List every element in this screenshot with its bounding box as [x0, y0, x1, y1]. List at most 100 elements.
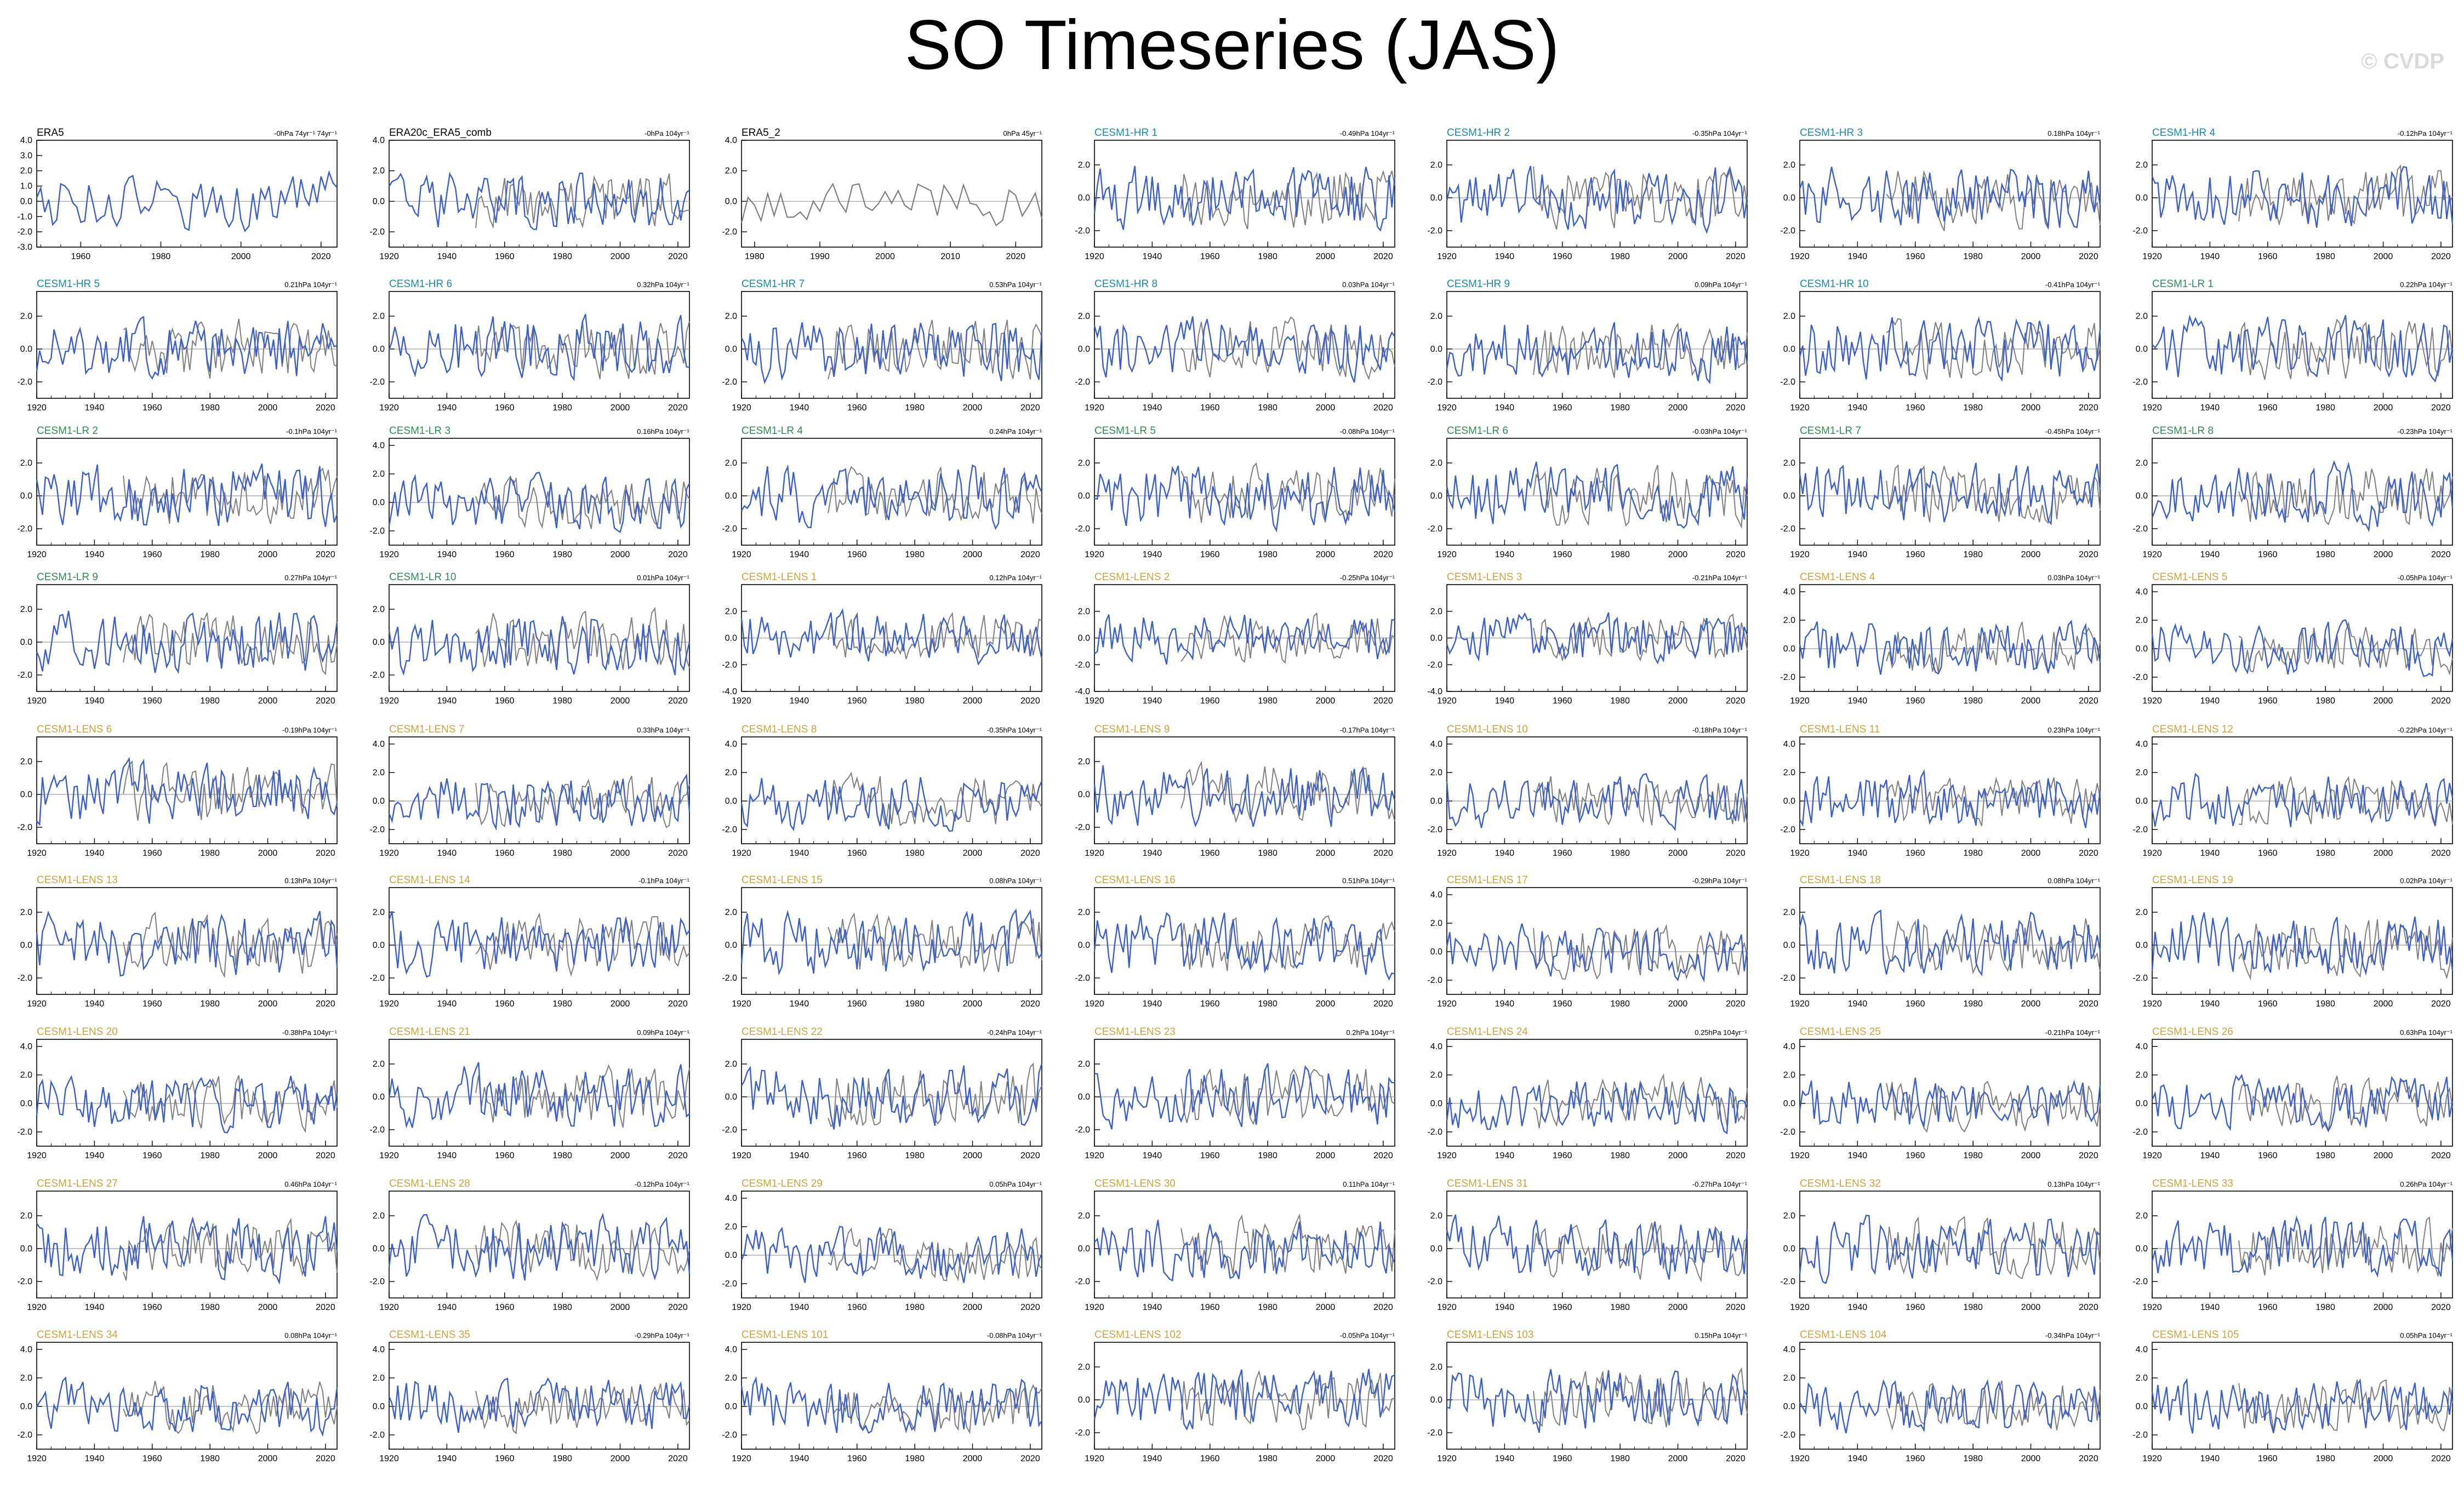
- x-tick-label: 1980: [552, 696, 572, 706]
- y-tick-label: 0.0: [1783, 345, 1795, 354]
- x-tick-label: 2000: [611, 849, 630, 858]
- x-tick-label: 1960: [2258, 550, 2278, 559]
- y-tick-label: 0.0: [2136, 491, 2148, 501]
- y-tick-label: 0.0: [2136, 1402, 2148, 1411]
- y-tick-label: 0.0: [1078, 634, 1090, 643]
- x-tick-label: 1940: [85, 403, 105, 413]
- panel-frame: [1799, 438, 2101, 546]
- x-tick-label: 1980: [200, 550, 220, 559]
- x-tick-label: 1980: [200, 1454, 220, 1463]
- x-tick-label: 1980: [2315, 696, 2335, 706]
- panel-name: CESM1-LENS 16: [1094, 874, 1176, 886]
- member-series-line: [2151, 1073, 2454, 1132]
- panel-name: CESM1-LENS 18: [1800, 874, 1881, 886]
- panel-name: CESM1-HR 7: [742, 278, 805, 290]
- y-tick-label: -2.0: [1075, 524, 1090, 534]
- panel-name: CESM1-HR 4: [2152, 127, 2216, 139]
- x-tick-label: 2020: [668, 403, 688, 413]
- panel-name: CESM1-LR 7: [1800, 425, 1861, 437]
- x-tick-label: 2000: [258, 1303, 278, 1312]
- x-tick-label: 1940: [2200, 1151, 2220, 1160]
- x-tick-label: 1920: [379, 999, 399, 1009]
- member-series-line: [1446, 1369, 1748, 1433]
- x-tick-label: 2000: [1316, 252, 1336, 261]
- y-tick-label: -2.0: [722, 974, 737, 983]
- x-tick-label: 1920: [1437, 550, 1457, 559]
- x-tick-label: 1960: [495, 550, 515, 559]
- y-tick-label: -2.0: [17, 227, 32, 237]
- y-tick-label: -2.0: [1780, 673, 1795, 682]
- member-series-line: [36, 1216, 338, 1285]
- y-tick-label: 2.0: [20, 459, 32, 468]
- x-tick-label: 1920: [379, 403, 399, 413]
- member-series-line: [388, 1212, 691, 1281]
- member-series-line: [2151, 166, 2454, 228]
- panel-frame: [2152, 736, 2453, 844]
- x-tick-label: 1920: [2142, 252, 2162, 261]
- y-tick-label: 2.0: [1783, 312, 1795, 321]
- panel-48: 4.0 2.0 0.0 -2.0 1920 1940 1960 1980 2000 2020 CES…: [1780, 1026, 2101, 1160]
- panel-name: CESM1-LENS 27: [37, 1178, 118, 1189]
- observation-series-line: [1886, 1380, 2101, 1431]
- y-tick-label: 0.0: [2136, 797, 2148, 806]
- x-tick-label: 1920: [27, 999, 47, 1009]
- panel-frame: [1799, 1039, 2101, 1147]
- x-tick-label: 1940: [1848, 1454, 1868, 1463]
- panel-name: CESM1-LENS 103: [1447, 1329, 1533, 1341]
- panel-name: CESM1-LR 9: [37, 571, 98, 583]
- y-tick-label: 2.0: [1430, 459, 1442, 468]
- x-tick-label: 1940: [1495, 252, 1515, 261]
- y-tick-label: 4.0: [2136, 1042, 2148, 1051]
- x-tick-label: 1980: [905, 403, 925, 413]
- y-tick-label: 2.0: [1430, 161, 1442, 170]
- x-tick-label: 2000: [1668, 252, 1688, 261]
- panel-trend: -0.38hPa 104yr⁻¹: [282, 1028, 338, 1037]
- x-tick-label: 2000: [2374, 252, 2393, 261]
- y-tick-label: -2.0: [722, 227, 737, 237]
- panel-frame: [36, 291, 338, 399]
- x-tick-label: 2000: [1316, 849, 1336, 858]
- member-series-line: [1446, 165, 1748, 234]
- x-tick-label: 2020: [2079, 252, 2098, 261]
- x-tick-label: 2020: [1373, 1303, 1393, 1312]
- x-tick-label: 2000: [2374, 403, 2393, 413]
- x-tick-label: 1960: [495, 252, 515, 261]
- member-series-line: [1446, 923, 1748, 983]
- x-tick-label: 1980: [1963, 1303, 1983, 1312]
- y-tick-label: 0.0: [1078, 1395, 1090, 1405]
- panel-trend: -0.45hPa 104yr⁻¹: [2045, 427, 2101, 436]
- observation-series-line: [2238, 468, 2453, 525]
- y-tick-label: 0.0: [1430, 1099, 1442, 1108]
- x-tick-label: 1980: [2315, 1303, 2335, 1312]
- x-tick-label: 2020: [1726, 252, 1746, 261]
- x-tick-label: 1960: [1553, 849, 1572, 858]
- member-series-line: [388, 1377, 691, 1433]
- x-tick-label: 1940: [790, 696, 809, 706]
- x-tick-label: 1920: [2142, 403, 2162, 413]
- x-tick-label: 2000: [1316, 999, 1336, 1009]
- member-series-line: [1094, 465, 1396, 533]
- x-tick-label: 1960: [847, 1303, 867, 1312]
- x-tick-label: 1960: [2258, 696, 2278, 706]
- panel-52: 4.0 2.0 0.0 -2.0 1920 1940 1960 1980 2000 2020 CES…: [722, 1178, 1043, 1312]
- panel-trend: -0.03hPa 104yr⁻¹: [1692, 427, 1748, 436]
- x-tick-label: 1920: [379, 1454, 399, 1463]
- y-tick-label: -2.0: [1427, 1428, 1442, 1438]
- y-tick-label: 4.0: [1783, 1042, 1795, 1051]
- y-tick-label: -2.0: [1427, 660, 1442, 670]
- y-tick-label: 0.0: [20, 941, 32, 950]
- y-tick-label: 0.0: [20, 1099, 32, 1108]
- x-tick-label: 2020: [1373, 252, 1393, 261]
- x-tick-label: 1980: [745, 252, 765, 261]
- x-tick-label: 1960: [142, 1151, 162, 1160]
- x-tick-label: 1920: [1437, 403, 1457, 413]
- panel-28: 4.0 2.0 0.0 -2.0 1920 1940 1960 1980 2000 2020 CES…: [2132, 571, 2454, 706]
- panel-trend: 0.08hPa 104yr⁻¹: [284, 1331, 337, 1340]
- panel-name: CESM1-LENS 13: [37, 874, 118, 886]
- panel-frame: [389, 1342, 690, 1450]
- panel-trend: -0hPa 104yr⁻¹: [644, 129, 690, 138]
- x-tick-label: 1980: [1963, 550, 1983, 559]
- y-tick-label: -4.0: [722, 687, 737, 696]
- y-tick-label: 2.0: [1430, 919, 1442, 928]
